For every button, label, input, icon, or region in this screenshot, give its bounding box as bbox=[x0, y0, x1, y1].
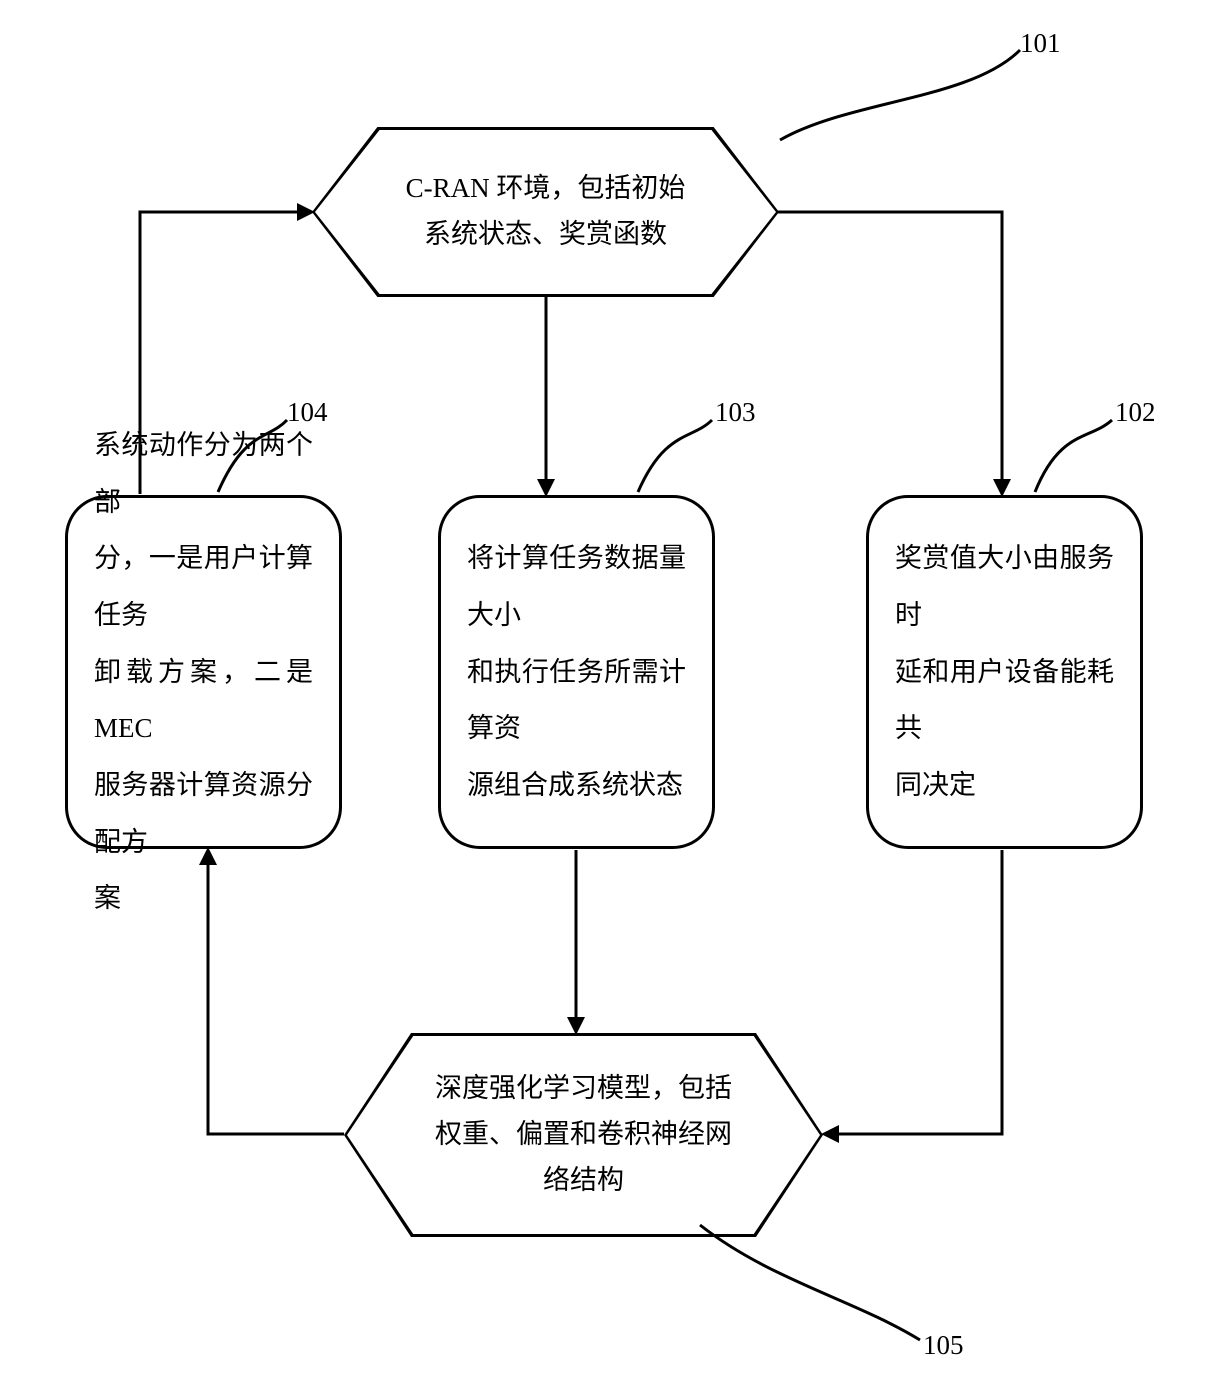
node-text: 系统动作分为两个部 分，一是用户计算任务 卸载方案，二是 MEC 服务器计算资源… bbox=[94, 417, 313, 927]
ref-pointer-101 bbox=[780, 50, 1020, 140]
flow-edge bbox=[778, 212, 1002, 494]
round-node-103: 将计算任务数据量大小 和执行任务所需计算资 源组合成系统状态 bbox=[438, 495, 715, 849]
ref-label-103: 103 bbox=[715, 397, 756, 428]
ref-label-102: 102 bbox=[1115, 397, 1156, 428]
hex-node-101: C-RAN 环境，包括初始 系统状态、奖赏函数 bbox=[312, 127, 779, 297]
ref-pointer-103 bbox=[638, 420, 712, 492]
flow-edge bbox=[824, 850, 1002, 1134]
round-node-102: 奖赏值大小由服务时 延和用户设备能耗共 同决定 bbox=[866, 495, 1143, 849]
ref-pointer-102 bbox=[1035, 420, 1112, 492]
diagram-canvas: C-RAN 环境，包括初始 系统状态、奖赏函数 101 奖赏值大小由服务时 延和用户… bbox=[0, 0, 1221, 1394]
hex-node-105: 深度强化学习模型，包括 权重、偏置和卷积神经网 络结构 bbox=[344, 1033, 823, 1237]
node-text: 深度强化学习模型，包括 权重、偏置和卷积神经网 络结构 bbox=[347, 1036, 820, 1234]
ref-label-104: 104 bbox=[287, 397, 328, 428]
node-text: 奖赏值大小由服务时 延和用户设备能耗共 同决定 bbox=[895, 530, 1114, 813]
round-node-104: 系统动作分为两个部 分，一是用户计算任务 卸载方案，二是 MEC 服务器计算资源… bbox=[65, 495, 342, 849]
ref-label-101: 101 bbox=[1020, 28, 1061, 59]
ref-pointer-105 bbox=[700, 1225, 920, 1340]
ref-label-105: 105 bbox=[923, 1330, 964, 1361]
node-text: C-RAN 环境，包括初始 系统状态、奖赏函数 bbox=[315, 130, 776, 294]
node-text: 将计算任务数据量大小 和执行任务所需计算资 源组合成系统状态 bbox=[467, 530, 686, 813]
